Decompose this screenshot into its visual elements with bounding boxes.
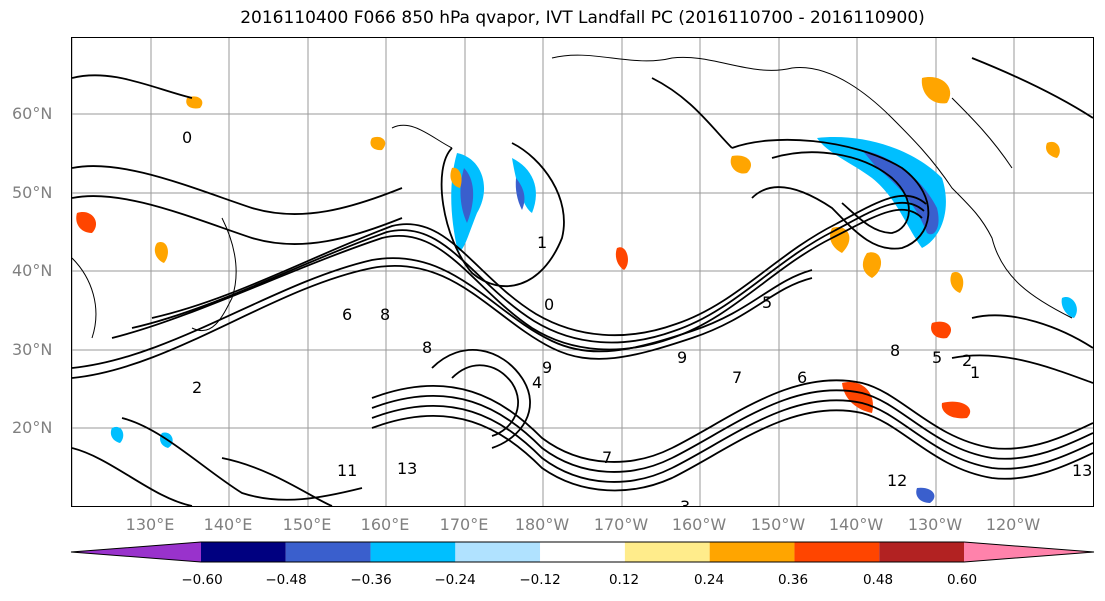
longitude-label: 150°W — [750, 515, 806, 534]
contour-label: 9 — [677, 348, 687, 367]
colorbar-outline — [70, 541, 1095, 563]
colorbar-segment — [794, 542, 880, 562]
contour-label: 9 — [542, 358, 552, 377]
longitude-label: 160°E — [360, 515, 410, 534]
contour-label: 6 — [797, 368, 807, 387]
contour-label: 4 — [532, 373, 542, 392]
colorbar — [70, 541, 1095, 563]
contours — [72, 57, 1093, 506]
colorbar-segment — [71, 542, 201, 562]
colorbar-tick: −0.48 — [265, 572, 307, 588]
colorbar-tick: 0.24 — [693, 572, 725, 588]
colorbar-tick: −0.24 — [434, 572, 476, 588]
longitude-label: 150°E — [282, 515, 332, 534]
colorbar-segment — [709, 542, 795, 562]
latitude-label: 60°N — [12, 104, 53, 123]
map-svg: 1 0 2 9 8 7 6 5 6 8 9 7 8 5 2 1 13 13 11… — [72, 38, 1093, 506]
colorbar-tick: −0.12 — [519, 572, 561, 588]
map-panel: 1 0 2 9 8 7 6 5 6 8 9 7 8 5 2 1 13 13 11… — [71, 37, 1094, 507]
longitude-label: 140°W — [828, 515, 884, 534]
colorbar-tick: 0.12 — [608, 572, 640, 588]
longitude-label: 130°W — [907, 515, 963, 534]
contour-label: 1 — [537, 233, 547, 252]
longitude-label: 120°W — [985, 515, 1041, 534]
latitude-label: 50°N — [12, 183, 53, 202]
contour-label: 0 — [182, 128, 192, 147]
contour-label: 13 — [397, 459, 417, 478]
contour-label: 1 — [970, 363, 980, 382]
colorbar-tick: 0.60 — [946, 572, 978, 588]
colorbar-segment — [624, 542, 710, 562]
colorbar-segment — [370, 542, 456, 562]
contour-label: 13 — [1072, 461, 1092, 480]
contour-label: 3 — [680, 497, 690, 506]
contour-label: 2 — [192, 378, 202, 397]
contour-label: 2 — [962, 351, 972, 370]
colorbar-tick: −0.60 — [181, 572, 223, 588]
longitude-label: 170°E — [439, 515, 489, 534]
contour-label: 11 — [337, 461, 357, 480]
contour-label: 5 — [932, 348, 942, 367]
colorbar-segment — [879, 542, 964, 562]
colorbar-segment — [201, 542, 286, 562]
longitude-label: 140°E — [203, 515, 253, 534]
contour-label: 8 — [890, 341, 900, 360]
contour-label: 12 — [887, 471, 907, 490]
colorbar-tick: −0.36 — [350, 572, 392, 588]
contour-label: 8 — [380, 305, 390, 324]
colorbar-tick: 0.36 — [777, 572, 809, 588]
longitude-label: 160°W — [671, 515, 727, 534]
colorbar-tick: 0.48 — [862, 572, 894, 588]
colorbar-segment — [285, 542, 371, 562]
contour-label: 7 — [602, 448, 612, 467]
colorbar-segment — [455, 542, 541, 562]
contour-labels: 1 0 2 9 8 7 6 5 6 8 9 7 8 5 2 1 13 13 11… — [182, 128, 1092, 506]
contour-label: 7 — [732, 368, 742, 387]
latitude-label: 40°N — [12, 261, 53, 280]
map-title: 2016110400 F066 850 hPa qvapor, IVT Land… — [240, 8, 925, 28]
colorbar-segment — [540, 542, 625, 562]
contour-label: 0 — [544, 295, 554, 314]
longitude-label: 180°W — [514, 515, 570, 534]
coastlines — [72, 54, 1073, 339]
colorbar-segment — [964, 542, 1094, 562]
contour-label: 5 — [762, 293, 772, 312]
contour-label: 6 — [342, 305, 352, 324]
shaded-anomalies — [76, 77, 1077, 503]
latitude-label: 20°N — [12, 418, 53, 437]
longitude-label: 170°W — [593, 515, 649, 534]
latitude-label: 30°N — [12, 340, 53, 359]
graticule — [72, 38, 1093, 506]
contour-label: 8 — [422, 338, 432, 357]
longitude-label: 130°E — [125, 515, 175, 534]
